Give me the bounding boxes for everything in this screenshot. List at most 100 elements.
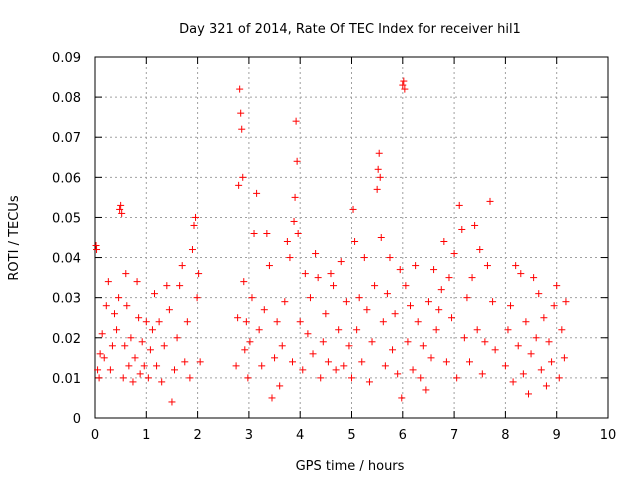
data-point bbox=[409, 366, 417, 374]
data-point bbox=[193, 294, 201, 302]
data-point bbox=[242, 318, 250, 326]
data-point bbox=[122, 270, 130, 278]
data-point bbox=[517, 270, 525, 278]
y-tick-label: 0.05 bbox=[52, 211, 81, 226]
y-axis-label: ROTI / TECUs bbox=[7, 195, 22, 280]
data-point bbox=[342, 298, 350, 306]
x-tick-label: 5 bbox=[347, 428, 355, 443]
data-point bbox=[400, 77, 408, 85]
data-point bbox=[291, 193, 299, 201]
data-point bbox=[240, 278, 248, 286]
data-point bbox=[445, 274, 453, 282]
data-point bbox=[373, 185, 381, 193]
data-point bbox=[98, 330, 106, 338]
data-point bbox=[322, 310, 330, 318]
data-point bbox=[306, 294, 314, 302]
data-point bbox=[278, 342, 286, 350]
data-point bbox=[248, 294, 256, 302]
data-point bbox=[483, 262, 491, 270]
data-point bbox=[377, 234, 385, 241]
data-point bbox=[471, 221, 479, 229]
data-point bbox=[507, 302, 515, 310]
data-point bbox=[148, 326, 156, 334]
y-tick-label: 0.01 bbox=[52, 372, 81, 387]
data-point bbox=[276, 382, 284, 390]
x-tick-label: 10 bbox=[600, 428, 617, 443]
data-point bbox=[404, 338, 412, 346]
data-point bbox=[188, 246, 196, 254]
x-tick-label: 1 bbox=[142, 428, 150, 443]
data-point bbox=[142, 318, 150, 326]
data-point bbox=[355, 294, 363, 302]
data-point bbox=[535, 290, 543, 298]
data-point bbox=[442, 358, 450, 366]
data-point bbox=[481, 338, 489, 346]
data-point bbox=[455, 201, 463, 209]
chart-title: Day 321 of 2014, Rate Of TEC Index for r… bbox=[179, 22, 521, 37]
data-point bbox=[448, 314, 456, 322]
data-point bbox=[268, 394, 276, 402]
data-point bbox=[232, 362, 240, 370]
data-point bbox=[258, 362, 266, 370]
data-point bbox=[365, 378, 373, 386]
data-point bbox=[351, 238, 359, 246]
data-point bbox=[281, 298, 289, 306]
data-point bbox=[522, 318, 530, 326]
data-point bbox=[427, 354, 435, 362]
data-point bbox=[486, 197, 494, 205]
data-point bbox=[348, 374, 355, 382]
data-point bbox=[398, 394, 406, 402]
data-point bbox=[332, 366, 340, 374]
data-point bbox=[419, 342, 427, 350]
data-point bbox=[292, 117, 300, 125]
data-point bbox=[146, 346, 154, 354]
data-point bbox=[238, 125, 246, 133]
data-point bbox=[299, 366, 307, 374]
data-point bbox=[115, 294, 123, 302]
data-point bbox=[545, 338, 553, 346]
data-point bbox=[117, 201, 125, 209]
data-point bbox=[151, 290, 159, 298]
data-point bbox=[548, 358, 556, 366]
data-point bbox=[163, 282, 171, 290]
data-point bbox=[424, 298, 432, 306]
data-point bbox=[558, 326, 566, 334]
data-point bbox=[401, 85, 409, 93]
y-tick-label: 0.08 bbox=[52, 91, 81, 106]
data-point bbox=[542, 382, 550, 390]
data-point bbox=[138, 338, 146, 346]
data-point bbox=[553, 282, 561, 290]
y-tick-label: 0.04 bbox=[52, 252, 81, 267]
x-axis-ticks: 0 1 2 3 4 5 6 7 8 9 10 bbox=[91, 57, 616, 443]
data-point bbox=[176, 282, 184, 290]
y-tick-label: 0 bbox=[73, 412, 81, 427]
data-point bbox=[94, 366, 102, 374]
data-point bbox=[255, 326, 263, 334]
data-point bbox=[509, 378, 517, 386]
data-point bbox=[113, 326, 121, 334]
data-point bbox=[453, 374, 461, 382]
data-point bbox=[383, 290, 391, 298]
data-point bbox=[236, 85, 244, 93]
data-point bbox=[309, 350, 317, 358]
data-point bbox=[234, 314, 242, 322]
y-tick-label: 0.06 bbox=[52, 171, 81, 186]
data-point bbox=[273, 318, 281, 326]
data-point bbox=[183, 318, 191, 326]
data-point bbox=[349, 205, 357, 213]
data-point bbox=[96, 350, 104, 358]
data-point bbox=[337, 258, 345, 266]
data-point bbox=[118, 209, 126, 217]
y-tick-label: 0.07 bbox=[52, 131, 81, 146]
data-point bbox=[512, 262, 520, 270]
data-point bbox=[440, 238, 448, 246]
data-point bbox=[290, 217, 298, 225]
y-tick-label: 0.02 bbox=[52, 332, 81, 347]
data-point bbox=[491, 346, 499, 354]
data-point bbox=[102, 302, 110, 310]
data-point bbox=[340, 362, 348, 370]
data-point bbox=[119, 374, 127, 382]
data-point bbox=[144, 374, 152, 382]
data-points bbox=[92, 77, 570, 406]
